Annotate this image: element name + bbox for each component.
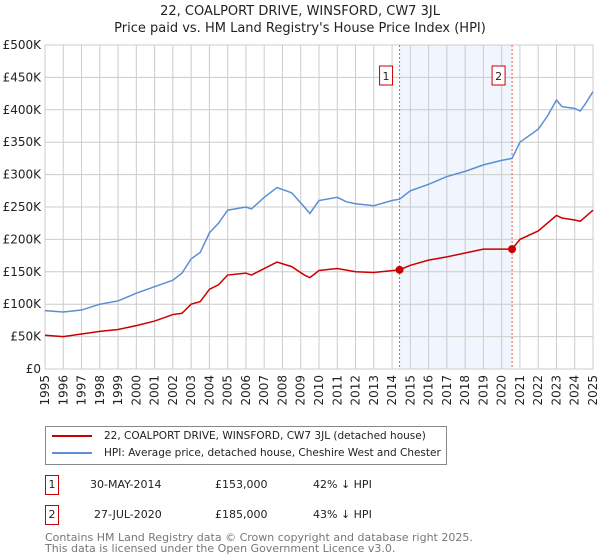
legend-item-hpi: HPI: Average price, detached house, Ches… (52, 447, 441, 459)
x-tick-label: 1997 (75, 375, 89, 406)
x-tick-label: 2020 (495, 375, 509, 406)
legend-label: 22, COALPORT DRIVE, WINSFORD, CW7 3JL (d… (104, 430, 426, 442)
x-tick-label: 2014 (385, 375, 399, 406)
y-tick-label: £350K (3, 135, 43, 149)
legend-swatch (52, 435, 92, 437)
y-tick-label: £450K (3, 70, 43, 84)
transaction-hpi-diff: 43% ↓ HPI (313, 508, 372, 521)
y-tick-label: £250K (3, 200, 43, 214)
x-tick-label: 2011 (330, 375, 344, 406)
transaction-row: 1 30-MAY-2014 £153,000 42% ↓ HPI (45, 475, 445, 495)
x-tick-label: 2022 (531, 375, 545, 406)
x-tick-label: 2002 (166, 375, 180, 406)
x-tick-label: 2025 (586, 375, 600, 406)
transaction-price: £153,000 (215, 478, 268, 491)
footer-copyright: Contains HM Land Registry data © Crown c… (45, 531, 473, 544)
x-tick-label: 2010 (312, 375, 326, 406)
x-tick-label: 2024 (568, 375, 582, 406)
x-tick-label: 2017 (440, 375, 454, 406)
annotation-label: 2 (495, 70, 502, 83)
x-tick-label: 2004 (202, 375, 216, 406)
x-tick-label: 2021 (513, 375, 527, 406)
sale-point (508, 245, 517, 254)
y-tick-label: £100K (3, 297, 43, 311)
annotation-box (379, 65, 394, 86)
series-line (44, 91, 594, 313)
x-tick-label: 2009 (294, 375, 308, 406)
x-tick-label: 2000 (129, 375, 143, 406)
x-tick-label: 2016 (422, 375, 436, 406)
x-tick-label: 2006 (239, 375, 253, 406)
transaction-hpi-diff: 42% ↓ HPI (313, 478, 372, 491)
y-tick-label: £0 (26, 362, 41, 376)
y-tick-label: £400K (3, 103, 43, 117)
legend-swatch (52, 452, 92, 454)
legend-label: HPI: Average price, detached house, Ches… (104, 447, 441, 459)
chart-title: 22, COALPORT DRIVE, WINSFORD, CW7 3JL (160, 4, 440, 19)
transaction-date: 30-MAY-2014 (90, 478, 162, 491)
transaction-number: 1 (45, 475, 59, 495)
y-tick-label: £500K (3, 38, 43, 52)
x-tick-label: 2015 (403, 375, 417, 406)
y-tick-label: £50K (10, 330, 42, 344)
y-tick-label: £150K (3, 265, 43, 279)
x-tick-label: 1996 (56, 375, 70, 406)
sale-point (395, 265, 404, 274)
x-tick-label: 2023 (549, 375, 563, 406)
y-tick-label: £300K (3, 168, 43, 182)
x-tick-label: 2019 (476, 375, 490, 406)
plot-border (44, 44, 594, 370)
x-tick-label: 1999 (111, 375, 125, 406)
transaction-date: 27-JUL-2020 (94, 508, 162, 521)
x-tick-label: 2008 (275, 375, 289, 406)
series-line (44, 209, 594, 338)
x-tick-label: 2005 (221, 375, 235, 406)
annotation-box (491, 65, 506, 86)
transaction-row: 2 27-JUL-2020 £185,000 43% ↓ HPI (45, 505, 445, 525)
x-tick-label: 2013 (367, 375, 381, 406)
annotation-label: 1 (383, 70, 390, 83)
legend: 22, COALPORT DRIVE, WINSFORD, CW7 3JL (d… (45, 426, 447, 465)
y-tick-label: £200K (3, 232, 43, 246)
legend-item-property: 22, COALPORT DRIVE, WINSFORD, CW7 3JL (d… (52, 430, 426, 442)
x-tick-label: 2018 (458, 375, 472, 406)
x-tick-label: 1995 (38, 375, 52, 406)
x-tick-label: 2003 (184, 375, 198, 406)
x-tick-label: 2001 (148, 375, 162, 406)
plot-area: £0 £50K £100K £150K £200K £250K £300K £350K £400… (3, 38, 600, 406)
x-tick-label: 2007 (257, 375, 271, 406)
transaction-price: £185,000 (215, 508, 268, 521)
transaction-number: 2 (45, 505, 59, 525)
x-tick-label: 1998 (93, 375, 107, 406)
chart-subtitle: Price paid vs. HM Land Registry's House … (114, 21, 486, 36)
x-tick-label: 2012 (349, 375, 363, 406)
footer-licence: This data is licensed under the Open Gov… (45, 542, 396, 555)
